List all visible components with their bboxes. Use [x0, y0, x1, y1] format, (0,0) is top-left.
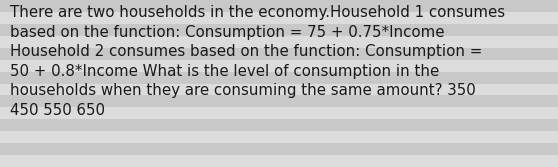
Bar	[0, 119, 558, 131]
Bar	[0, 95, 558, 107]
Bar	[0, 36, 558, 48]
Text: There are two households in the economy.Household 1 consumes
based on the functi: There are two households in the economy.…	[10, 5, 505, 118]
Bar	[0, 12, 558, 24]
Bar	[0, 84, 558, 95]
Bar	[0, 131, 558, 143]
Bar	[0, 143, 558, 155]
Bar	[0, 48, 558, 60]
Bar	[0, 72, 558, 84]
Bar	[0, 107, 558, 119]
Bar	[0, 60, 558, 72]
Bar	[0, 0, 558, 12]
Bar	[0, 24, 558, 36]
Bar	[0, 155, 558, 167]
